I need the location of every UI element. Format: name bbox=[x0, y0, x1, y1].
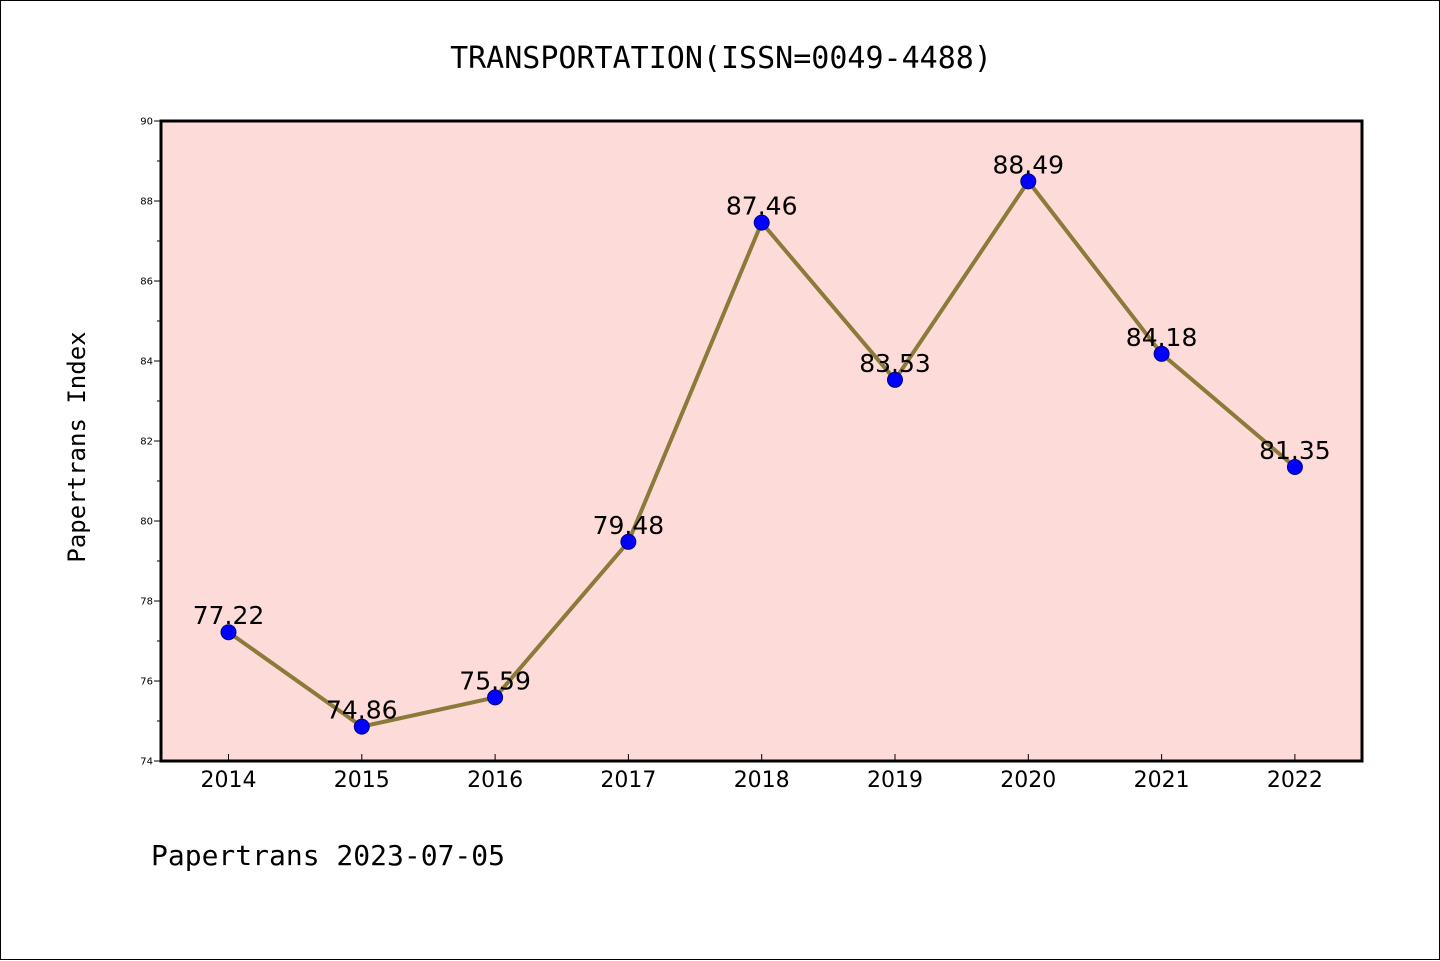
data-point-marker bbox=[1286, 459, 1303, 475]
data-series bbox=[220, 173, 1303, 735]
data-point-marker bbox=[1020, 173, 1037, 190]
x-tick-label: 2019 bbox=[867, 768, 923, 793]
x-tick-label: 2014 bbox=[201, 768, 257, 793]
data-label: 75.59 bbox=[459, 666, 531, 695]
data-point-marker bbox=[753, 214, 770, 231]
y-axis-ticks: 74 76 78 80 82 84 86 88 90 bbox=[140, 117, 161, 768]
y-tick-label: 84 bbox=[140, 357, 153, 368]
data-labels: 77.22 74.86 75.59 79.48 87.46 83.53 88.49 84.18… bbox=[193, 150, 1331, 724]
y-tick-label: 82 bbox=[140, 437, 153, 448]
y-tick-label: 90 bbox=[140, 117, 153, 128]
data-label: 84.18 bbox=[1126, 323, 1198, 352]
y-axis-label: Papertrans Index bbox=[63, 331, 91, 562]
x-tick-label: 2015 bbox=[334, 768, 390, 793]
data-label: 77.22 bbox=[193, 601, 265, 630]
data-point-marker bbox=[487, 689, 504, 706]
x-tick-label: 2016 bbox=[467, 768, 523, 793]
y-tick-label: 74 bbox=[140, 757, 153, 768]
footer-source-date: Papertrans 2023-07-05 bbox=[151, 839, 505, 872]
y-tick-label: 86 bbox=[140, 277, 153, 288]
data-point-marker bbox=[353, 718, 370, 735]
data-point-marker bbox=[620, 533, 637, 550]
y-tick-label: 88 bbox=[140, 197, 153, 208]
x-tick-label: 2021 bbox=[1134, 768, 1190, 793]
data-point-marker bbox=[1153, 345, 1170, 362]
plot-border bbox=[159, 119, 1364, 763]
x-tick-label: 2018 bbox=[734, 768, 790, 793]
data-point-marker bbox=[220, 624, 237, 641]
y-tick-label: 80 bbox=[140, 517, 153, 528]
data-label: 88.49 bbox=[993, 150, 1065, 179]
chart-title: TRANSPORTATION(ISSN=0049-4488) bbox=[450, 41, 992, 76]
data-label: 87.46 bbox=[726, 192, 798, 221]
x-axis-ticks: 2014 2015 2016 2017 2018 2019 2020 2021 2022 bbox=[201, 754, 1323, 793]
data-label: 83.53 bbox=[859, 349, 931, 378]
x-tick-label: 2022 bbox=[1267, 768, 1323, 793]
x-tick-label: 2020 bbox=[1000, 768, 1056, 793]
y-tick-label: 76 bbox=[140, 677, 153, 688]
data-label: 74.86 bbox=[326, 696, 398, 725]
y-tick-label: 78 bbox=[140, 597, 153, 608]
data-label: 79.48 bbox=[593, 511, 665, 540]
data-label: 81.35 bbox=[1259, 436, 1331, 465]
data-point-marker bbox=[887, 371, 903, 388]
x-tick-label: 2017 bbox=[600, 768, 656, 793]
